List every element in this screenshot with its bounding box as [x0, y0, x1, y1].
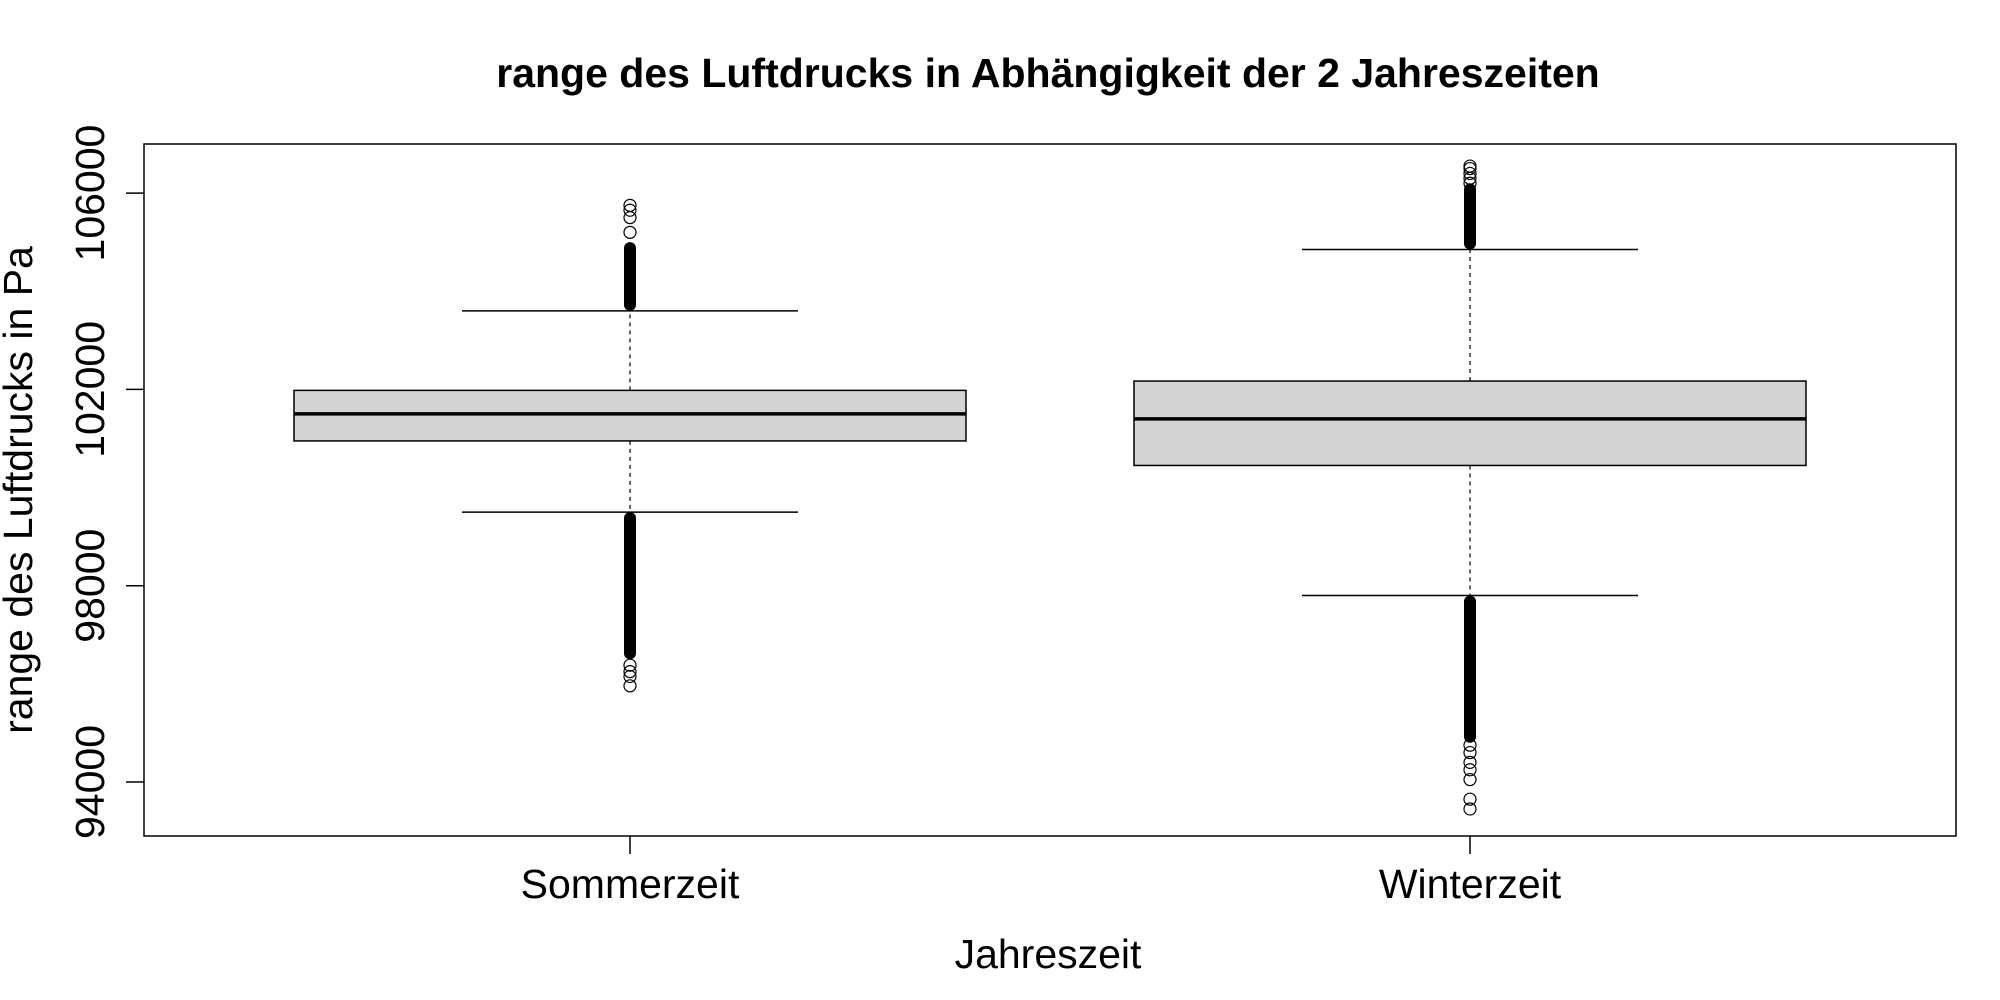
outlier-point	[1463, 159, 1477, 173]
x-axis-label: Jahreszeit	[955, 931, 1142, 977]
outlier-cluster	[624, 242, 636, 311]
outlier-point	[623, 211, 637, 225]
y-tick-label: 98000	[67, 529, 113, 643]
outlier-point	[1463, 166, 1477, 181]
outlier-point	[623, 225, 637, 239]
outlier-point	[623, 198, 637, 212]
outlier-point	[623, 203, 637, 217]
y-tick-label: 102000	[67, 321, 113, 458]
outlier-point	[1463, 176, 1477, 190]
outlier-point	[623, 679, 637, 693]
plot-frame	[143, 143, 1957, 837]
outlier-point	[1463, 802, 1477, 816]
outlier-point	[1463, 745, 1477, 760]
box-iqr	[1133, 380, 1807, 467]
y-tick-label: 106000	[67, 125, 113, 262]
outlier-cluster	[624, 512, 636, 660]
outlier-point	[1463, 738, 1477, 752]
chart-marks: 94000 98000 102000 106000 Sommerzeit Winterze…	[67, 125, 1807, 907]
outlier-point	[623, 664, 637, 679]
outlier-point	[1463, 772, 1477, 787]
outlier-point	[623, 658, 637, 672]
outlier-point	[1463, 755, 1477, 769]
y-tick-label: 94000	[67, 725, 113, 839]
outlier-cluster	[1464, 595, 1476, 743]
x-tick-label: Sommerzeit	[521, 861, 740, 907]
outlier-point	[1463, 792, 1477, 806]
outlier-cluster	[1464, 183, 1476, 250]
y-axis-label: range des Luftdrucks in Pa	[0, 246, 41, 734]
outlier-point	[623, 669, 637, 684]
x-tick-label: Winterzeit	[1379, 861, 1562, 907]
outlier-point	[1463, 763, 1477, 777]
chart-title: range des Luftdrucks in Abhängigkeit der…	[496, 50, 1599, 96]
